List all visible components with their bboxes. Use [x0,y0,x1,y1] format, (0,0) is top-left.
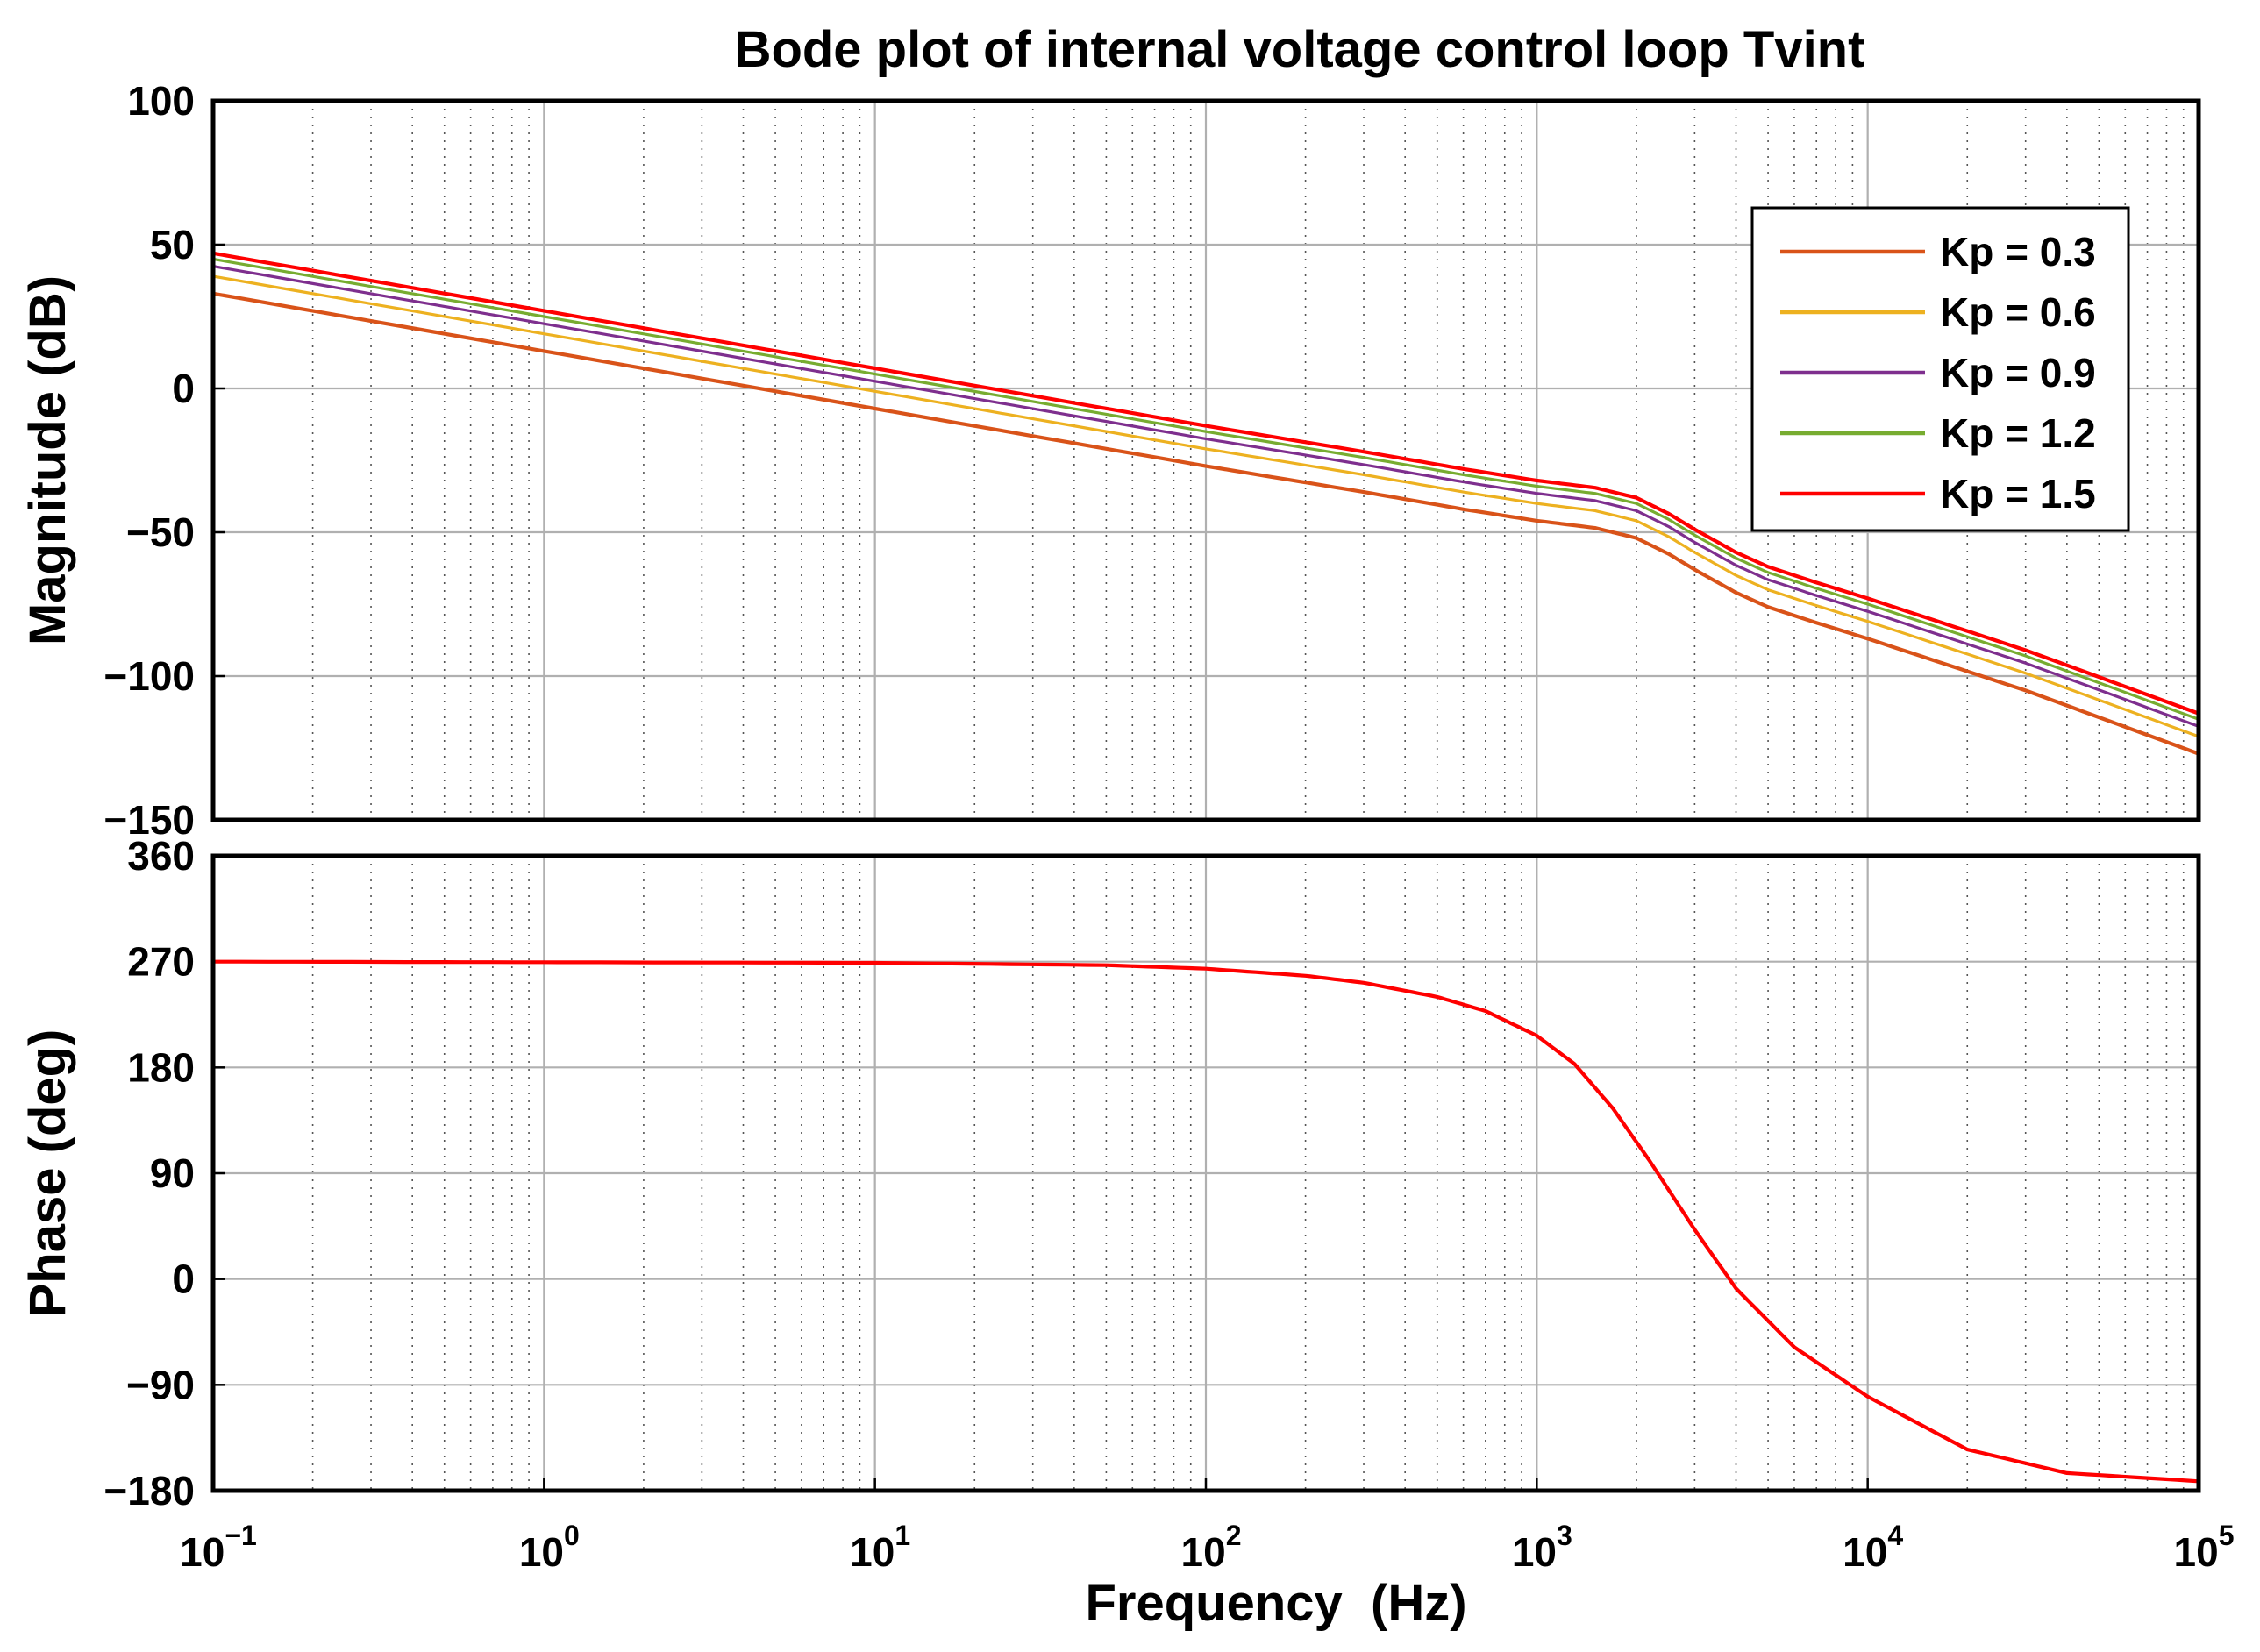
phase-y-tick-label: 360 [127,833,195,879]
magnitude-y-tick-label: −100 [103,653,195,699]
magnitude-series-1 [212,274,2199,738]
magnitude-y-tick-label: −150 [103,797,195,843]
legend-label-0: Kp = 0.3 [1940,229,2096,274]
phase-y-tick-label: −90 [126,1362,195,1407]
phase-y-tick-label: −180 [103,1468,195,1513]
legend-label-4: Kp = 1.5 [1940,471,2096,516]
phase-y-axis-label: Phase (deg) [19,1029,76,1318]
magnitude-panel: 100 50 0 −50 −100 −150 Magnitude (dB) Kp = 0.… [19,78,2201,843]
phase-series-0 [213,959,2199,1484]
magnitude-y-ticks: 100 50 0 −50 −100 −150 [103,78,225,843]
magnitude-series-4 [212,251,2199,716]
magnitude-plot-frame [210,98,2201,822]
magnitude-series-0 [212,291,2199,756]
legend: Kp = 0.3 Kp = 0.6 Kp = 0.9 Kp = 1.2 Kp = 1.5 [1750,206,2130,532]
frequency-x-axis-label: Frequency (Hz) [1085,1575,1466,1632]
frequency-x-ticks: 10−1 100 101 102 103 104 105 [180,1478,2234,1575]
x-tick-label: 100 [519,1520,580,1575]
phase-series-lines [213,959,2199,1484]
phase-y-tick-label: 270 [127,939,195,985]
phase-y-tick-label: 0 [172,1257,195,1302]
x-tick-label: 104 [1843,1520,1903,1575]
magnitude-y-tick-label: −50 [126,509,195,555]
phase-grid [213,854,2199,1492]
magnitude-series-lines [212,251,2199,756]
magnitude-y-axis-label: Magnitude (dB) [19,275,76,645]
x-tick-label: 105 [2174,1520,2235,1575]
x-tick-label: 10−1 [180,1520,257,1575]
magnitude-y-tick-label: 100 [127,78,195,124]
x-tick-label: 101 [850,1520,910,1575]
phase-y-tick-label: 90 [150,1150,195,1196]
legend-label-3: Kp = 1.2 [1940,410,2096,456]
legend-label-2: Kp = 0.9 [1940,350,2096,395]
magnitude-series-3 [212,257,2199,721]
legend-items: Kp = 0.3 Kp = 0.6 Kp = 0.9 Kp = 1.2 Kp = 1.5 [1780,229,2096,516]
x-tick-label: 102 [1181,1520,1242,1575]
phase-y-tick-label: 180 [127,1044,195,1090]
magnitude-y-tick-label: 0 [172,366,195,411]
magnitude-series-2 [212,265,2199,728]
magnitude-y-tick-label: 50 [150,222,195,267]
phase-y-ticks: 360 270 180 90 0 −90 −180 [103,833,225,1513]
legend-label-1: Kp = 0.6 [1940,289,2096,335]
chart-title: Bode plot of internal voltage control lo… [735,21,1865,78]
x-tick-label: 103 [1512,1520,1572,1575]
legend-box [1750,206,2130,532]
